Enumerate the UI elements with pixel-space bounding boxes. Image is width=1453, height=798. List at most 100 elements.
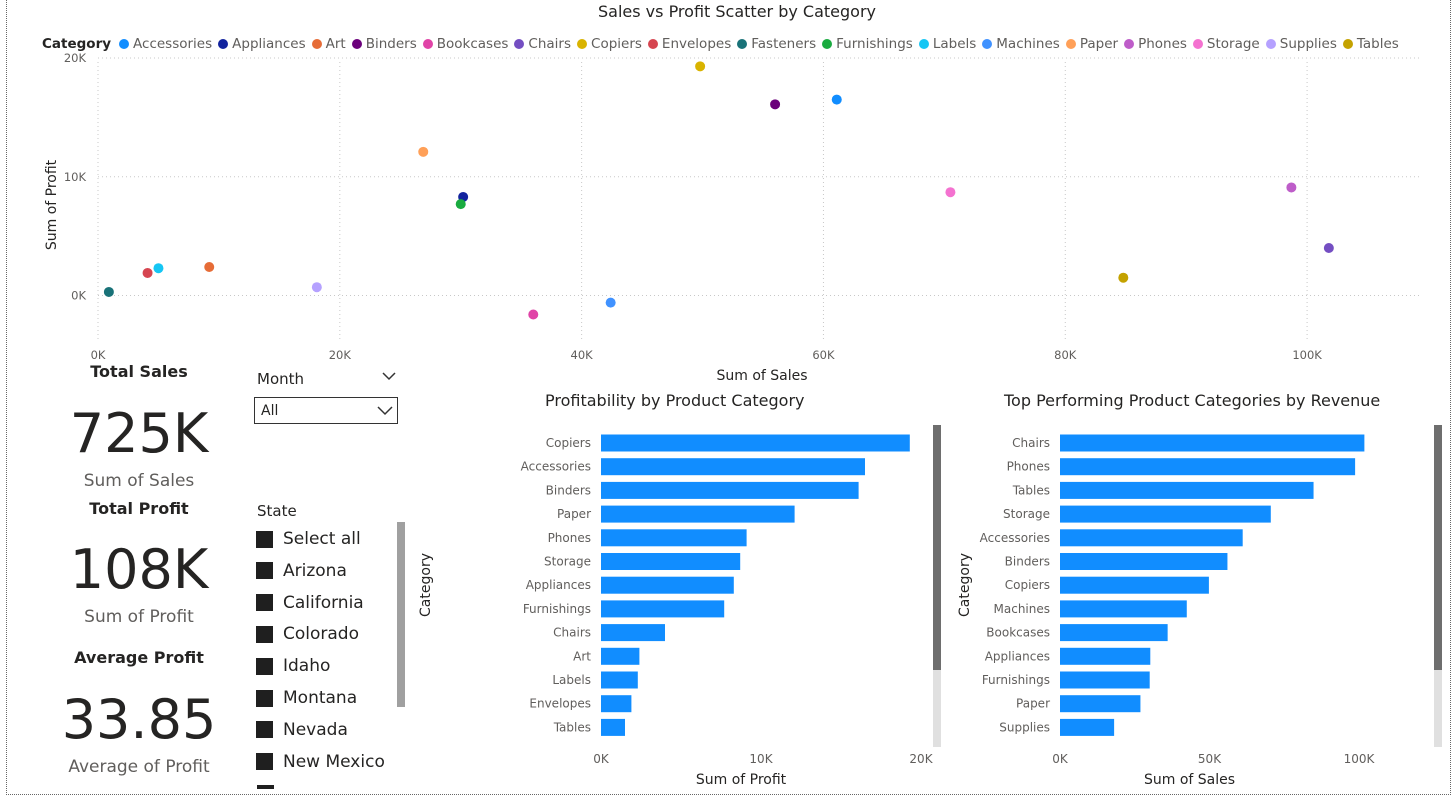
legend-item[interactable]: Machines [982,36,1060,52]
scatter-point[interactable] [103,286,114,297]
bar[interactable] [1060,529,1243,547]
legend-item[interactable]: Accessories [119,36,212,52]
bar[interactable] [601,458,865,476]
revenue-bar-chart[interactable]: Chairs Phones Tables Storage Accessories Bind… [950,415,1453,798]
checkbox-icon[interactable] [256,721,273,739]
scatter-point[interactable] [831,94,842,105]
bar[interactable] [601,600,725,618]
state-option[interactable]: Idaho [256,656,330,676]
bar[interactable] [1060,600,1187,618]
bar[interactable] [601,671,638,689]
x-tick-label: 0K [593,752,610,766]
bar[interactable] [601,434,910,452]
scatter-point[interactable] [1118,272,1129,283]
legend-marker [1065,39,1076,49]
scatter-point[interactable] [695,61,706,72]
scatter-point[interactable] [455,199,466,210]
scatter-point[interactable] [770,99,781,110]
bar[interactable] [1060,718,1115,736]
bar[interactable] [601,624,665,642]
legend-item[interactable]: Paper [1065,36,1118,52]
legend-label: Phones [1138,36,1187,52]
checkbox-icon[interactable] [256,530,273,548]
bar[interactable] [1060,458,1356,476]
legend-item[interactable]: Copiers [577,36,642,52]
bar[interactable] [601,505,795,523]
checkbox-icon[interactable] [256,657,273,675]
bar[interactable] [601,695,632,713]
bar[interactable] [601,529,747,547]
state-scrollbar-thumb[interactable] [397,522,405,707]
scatter-chart[interactable]: 0K 10K 20K 0K 20K 40K 60K 80K 100K Sum of Sales Su… [0,0,1453,395]
legend-label: Furnishings [836,36,913,52]
legend-label: Accessories [133,36,213,52]
category-label: Chairs [1012,436,1050,450]
bar[interactable] [1060,576,1209,594]
bar[interactable] [601,553,741,570]
bar[interactable] [601,718,625,736]
scatter-legend: Category Accessories Appliances Art Binders… [42,35,1405,53]
profitability-bar-chart[interactable]: Copiers Accessories Binders Paper Phones Stor… [410,415,950,798]
legend-item[interactable]: Phones [1124,36,1187,52]
legend-item[interactable]: Envelopes [647,36,732,52]
state-option[interactable]: New Mexico [256,752,385,772]
bar[interactable] [1060,553,1228,570]
legend-marker [982,39,993,49]
bar[interactable] [601,647,640,665]
bar[interactable] [1060,481,1314,499]
legend-item[interactable]: Binders [351,36,417,52]
legend-item[interactable]: Fasteners [737,36,816,52]
legend-label: Tables [1356,36,1399,52]
x-tick-label: 100K [1292,348,1322,362]
legend-item[interactable]: Furnishings [822,36,913,52]
legend-label: Fasteners [751,36,817,52]
checkbox-icon[interactable] [256,562,273,580]
legend-item[interactable]: Storage [1192,36,1260,52]
checkbox-icon[interactable] [256,753,273,771]
scatter-point[interactable] [528,309,539,320]
scatter-point[interactable] [153,263,164,274]
checkbox-icon[interactable] [256,689,273,707]
chevron-down-icon[interactable] [381,368,397,388]
legend-item[interactable]: Art [311,36,346,52]
bar[interactable] [1060,647,1151,665]
category-label: Appliances [985,649,1050,663]
chart-scrollbar-thumb[interactable] [933,425,941,670]
state-option[interactable]: Select all [256,529,361,549]
checkbox-icon[interactable] [256,594,273,612]
chart-scrollbar-thumb[interactable] [1434,425,1442,670]
state-option[interactable]: Nevada [256,720,348,740]
bar[interactable] [1060,671,1150,689]
checkbox-icon[interactable] [256,625,273,643]
legend-item[interactable]: Labels [918,36,976,52]
bar[interactable] [1060,624,1168,642]
scatter-point[interactable] [1286,182,1297,193]
scatter-point[interactable] [204,262,215,272]
bar[interactable] [1060,434,1365,452]
category-label: Accessories [521,460,591,474]
bar[interactable] [601,481,859,499]
state-option[interactable]: California [256,593,364,613]
bar[interactable] [1060,505,1271,523]
legend-label: Envelopes [661,36,732,52]
bar[interactable] [601,576,734,594]
scatter-point[interactable] [605,297,616,308]
state-option-label: Montana [283,688,358,708]
scatter-point[interactable] [1323,243,1334,253]
legend-item[interactable]: Appliances [218,36,306,52]
month-dropdown[interactable]: All [254,397,398,424]
scatter-point[interactable] [418,146,429,157]
scatter-point[interactable] [945,187,956,198]
state-option[interactable]: Montana [256,688,357,708]
scatter-point[interactable] [311,282,322,293]
legend-label: Binders [365,36,417,52]
state-option[interactable]: Arizona [256,561,347,581]
category-label: Labels [552,673,591,687]
legend-item[interactable]: Bookcases [422,36,508,52]
legend-item[interactable]: Chairs [514,36,571,52]
bar[interactable] [1060,695,1141,713]
legend-item[interactable]: Tables [1342,36,1399,52]
legend-item[interactable]: Supplies [1265,36,1337,52]
state-option[interactable]: Colorado [256,624,359,644]
scatter-point[interactable] [142,267,153,278]
